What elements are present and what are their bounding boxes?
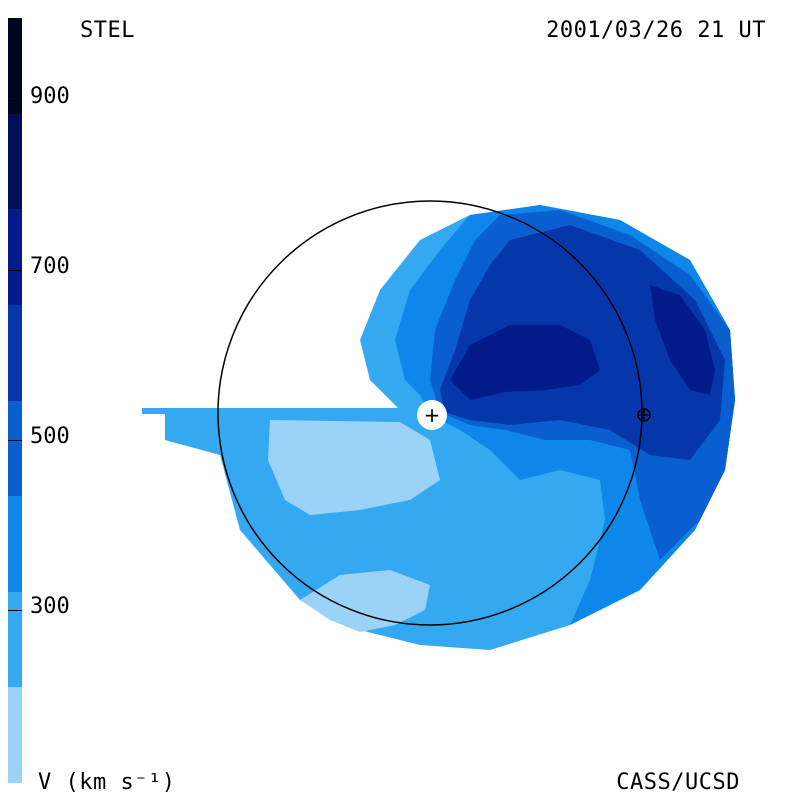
colorbar-band [8,304,22,401]
colorbar-tick-mark [8,610,22,611]
region-highest-east [650,285,715,395]
colorbar-band [8,113,22,210]
colorbar-tick-label: 700 [30,254,70,279]
colorbar-tick-mark [8,270,22,271]
region-west-streak [142,408,400,414]
velocity-colorbar [8,18,22,783]
sun-center-symbol: + [424,403,441,427]
colorbar-band [8,591,22,688]
earth-orbit-circle [217,200,643,626]
colorbar-tick-label: 500 [30,424,70,449]
timestamp-label: 2001/03/26 21 UT [546,18,766,43]
unit-label: V (km s⁻¹) [38,770,176,795]
colorbar-tick-label: 900 [30,84,70,109]
colorbar-band [8,209,22,305]
observatory-label: STEL [80,18,135,43]
colorbar-tick-mark [8,440,22,441]
sun-disk [417,400,447,430]
colorbar-band [8,687,22,783]
region-lowest-rim [300,570,430,632]
colorbar-band [8,400,22,497]
earth-icon [637,408,651,422]
credit-label: CASS/UCSD [616,770,740,795]
colorbar-tick-mark [8,100,22,101]
colorbar-band [8,18,22,114]
region-lowest-south [268,420,440,515]
colorbar-band [8,496,22,592]
region-highest-core [450,325,600,400]
colorbar-tick-label: 300 [30,594,70,619]
